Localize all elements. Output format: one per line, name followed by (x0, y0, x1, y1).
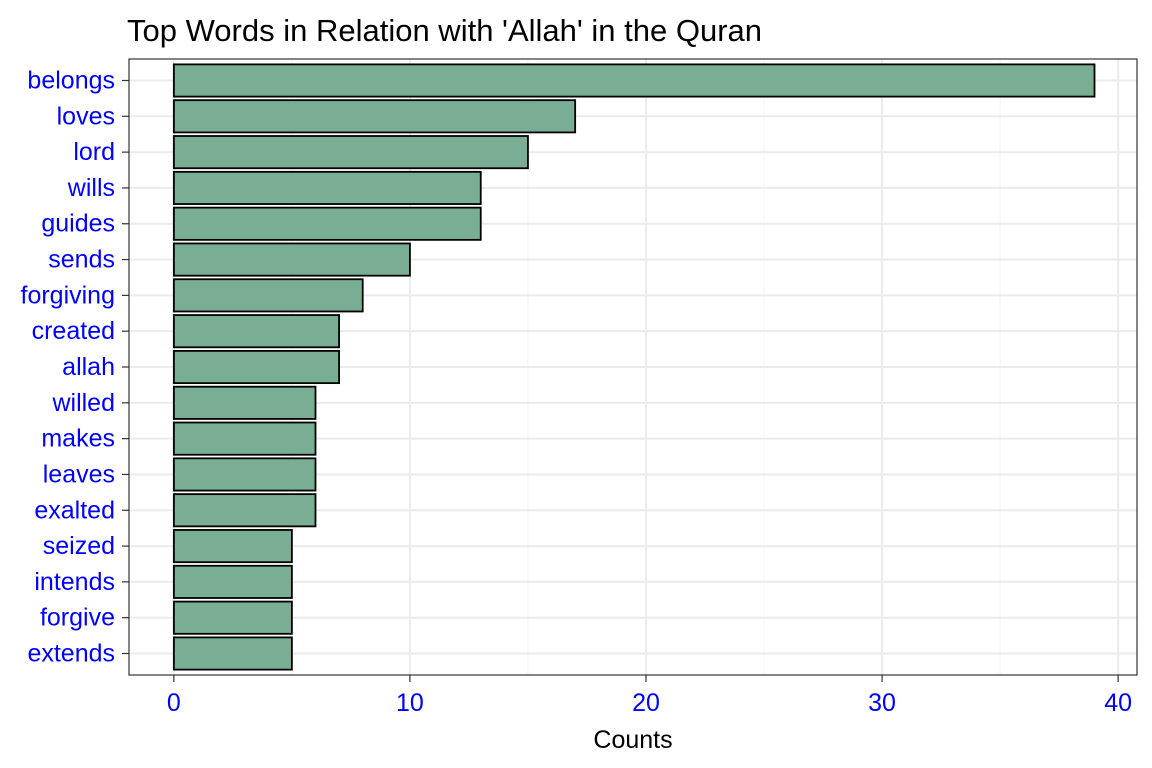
bar (172, 421, 317, 456)
bar (172, 385, 317, 420)
y-tick-label: guides (41, 210, 115, 238)
y-tick-label: created (32, 317, 115, 345)
bar (172, 63, 1096, 98)
x-axis-title: Counts (593, 726, 672, 754)
bar (172, 457, 317, 492)
bar (172, 135, 529, 170)
bar (172, 99, 577, 134)
bar (172, 206, 482, 241)
y-tick-label: allah (62, 353, 115, 381)
y-tick-label: forgive (40, 604, 115, 632)
x-tick-label: 40 (1104, 689, 1132, 717)
bar (172, 600, 293, 635)
y-tick-label: loves (57, 102, 115, 130)
bar (172, 636, 293, 671)
chart-title: Top Words in Relation with 'Allah' in th… (127, 13, 762, 48)
x-tick-label: 20 (632, 689, 660, 717)
y-tick-label: wills (67, 174, 115, 202)
bar (172, 242, 411, 277)
bar (172, 314, 340, 349)
x-tick-label: 10 (396, 689, 424, 717)
x-axis: 0 10 20 30 40 (167, 675, 1132, 717)
bars (172, 63, 1096, 671)
y-tick-label: forgiving (21, 281, 116, 309)
y-tick-label: belongs (27, 66, 115, 94)
bar (172, 493, 317, 528)
y-tick-label: extends (27, 640, 115, 668)
y-tick-label: leaves (43, 460, 115, 488)
x-tick-label: 0 (167, 689, 181, 717)
y-tick-label: sends (48, 246, 115, 274)
y-tick-label: intends (34, 568, 115, 596)
bar (172, 564, 293, 599)
y-tick-label: seized (43, 532, 115, 560)
bar (172, 170, 482, 205)
bar (172, 529, 293, 564)
y-tick-label: lord (73, 138, 115, 166)
x-tick-label: 30 (868, 689, 896, 717)
y-tick-label: makes (41, 425, 115, 453)
y-tick-label: exalted (34, 496, 115, 524)
bar (172, 278, 364, 313)
y-axis: belongs loves lord wills guides sends forgivin… (21, 66, 129, 668)
y-tick-label: willed (51, 389, 115, 417)
bar (172, 349, 340, 385)
